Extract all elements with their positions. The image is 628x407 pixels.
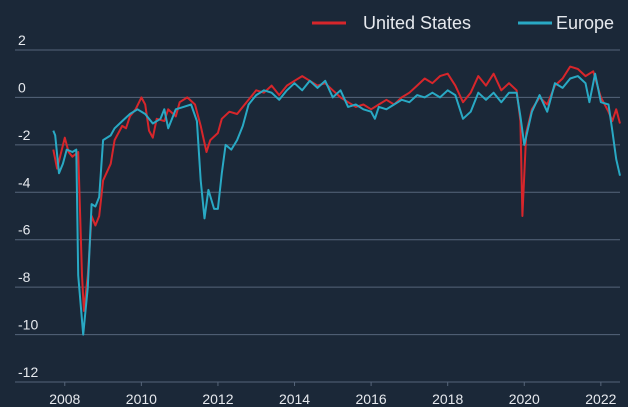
y-tick-label: 2 <box>18 32 26 48</box>
y-tick-label: -12 <box>18 364 38 380</box>
x-tick-label: 2012 <box>202 391 233 407</box>
x-tick-label: 2014 <box>279 391 310 407</box>
y-tick-label: -2 <box>18 127 31 143</box>
legend-label: United States <box>363 13 471 33</box>
y-tick-label: -10 <box>18 317 38 333</box>
x-tick-label: 2022 <box>585 391 616 407</box>
y-tick-label: -6 <box>18 222 31 238</box>
legend-label: Europe <box>556 13 614 33</box>
series-line <box>52 65 621 312</box>
series-line <box>52 72 621 336</box>
x-tick-label: 2018 <box>432 391 463 407</box>
y-tick-label: -4 <box>18 174 31 190</box>
x-tick-label: 2008 <box>49 391 80 407</box>
y-tick-label: -8 <box>18 269 31 285</box>
x-tick-label: 2016 <box>356 391 387 407</box>
x-tick-label: 2010 <box>126 391 157 407</box>
x-tick-label: 2020 <box>509 391 540 407</box>
y-tick-label: 0 <box>18 79 26 95</box>
